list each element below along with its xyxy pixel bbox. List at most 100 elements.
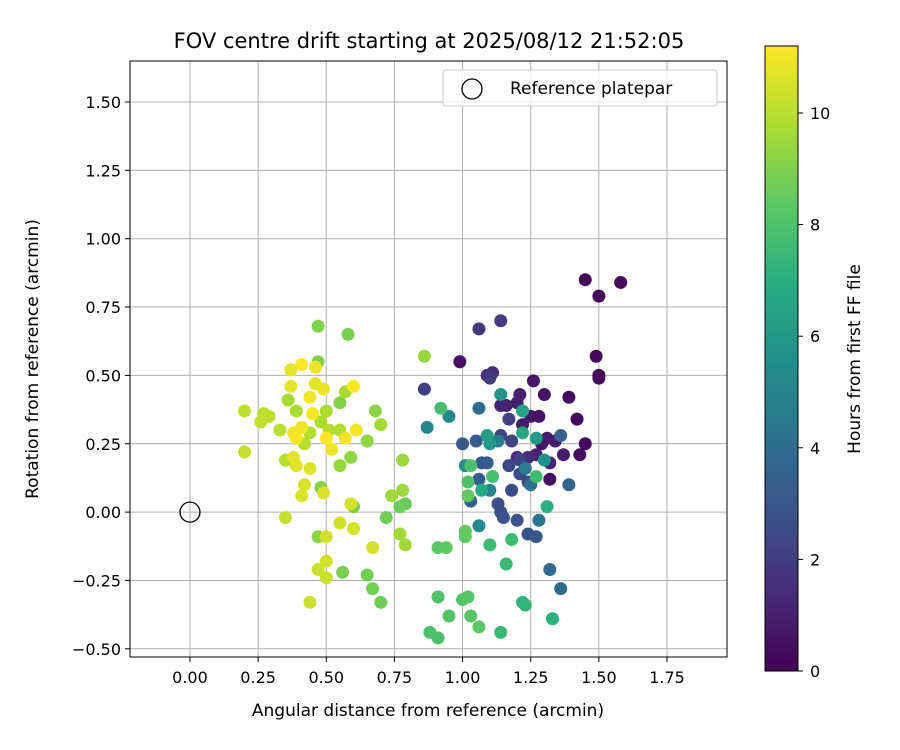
data-point xyxy=(494,625,508,639)
data-point xyxy=(442,409,456,423)
data-point xyxy=(592,371,606,385)
data-point xyxy=(529,470,543,484)
data-point xyxy=(319,554,333,568)
grid-lines xyxy=(130,61,727,657)
y-tick-label: −0.50 xyxy=(72,640,121,659)
colorbar-tick-label: 10 xyxy=(810,104,830,123)
data-point xyxy=(366,582,380,596)
data-point xyxy=(341,327,355,341)
data-point xyxy=(502,412,516,426)
data-point xyxy=(423,625,437,639)
y-axis-ticks: −0.50 −0.25 0.00 0.25 0.50 0.75 1.00 1.25 1.50 xyxy=(72,93,130,659)
data-point xyxy=(505,434,519,448)
data-point xyxy=(374,418,388,432)
reference-platepar-marker xyxy=(179,501,201,523)
data-point xyxy=(614,275,628,289)
data-point xyxy=(237,445,251,459)
x-tick-label: 1.50 xyxy=(581,668,617,687)
data-point xyxy=(556,448,570,462)
data-point xyxy=(461,489,475,503)
data-point xyxy=(562,390,576,404)
x-tick-label: 0.25 xyxy=(240,668,276,687)
legend-box xyxy=(442,69,718,107)
data-point xyxy=(347,522,361,536)
data-point xyxy=(273,423,287,437)
data-point xyxy=(543,472,557,486)
data-point xyxy=(417,349,431,363)
data-point xyxy=(537,453,551,467)
data-point xyxy=(297,478,311,492)
data-point xyxy=(306,407,320,421)
x-tick-label: 1.75 xyxy=(649,668,685,687)
data-point xyxy=(284,363,298,377)
data-point xyxy=(336,565,350,579)
data-point xyxy=(592,289,606,303)
data-point xyxy=(295,489,309,503)
data-point xyxy=(472,322,486,336)
data-point xyxy=(319,431,333,445)
data-point xyxy=(360,434,374,448)
colorbar-tick-label: 0 xyxy=(810,662,820,681)
data-point xyxy=(453,355,467,369)
data-point xyxy=(458,524,472,538)
y-tick-label: 0.25 xyxy=(85,435,121,454)
legend-marker-open-circle xyxy=(461,78,483,100)
data-point xyxy=(396,483,410,497)
data-point xyxy=(344,450,358,464)
legend: Reference platepar xyxy=(442,69,718,107)
colorbar-label: Hours from first FF file xyxy=(845,264,865,454)
data-point xyxy=(325,442,339,456)
data-point xyxy=(554,429,568,443)
data-point xyxy=(494,314,508,328)
y-axis-label: Rotation from reference (arcmin) xyxy=(23,219,43,499)
data-point xyxy=(483,538,497,552)
data-point xyxy=(319,571,333,585)
data-point xyxy=(254,415,268,429)
data-point xyxy=(496,511,510,525)
data-point xyxy=(472,401,486,415)
data-point xyxy=(494,388,508,402)
y-tick-label: 1.00 xyxy=(85,230,121,249)
data-point xyxy=(431,590,445,604)
data-point xyxy=(472,472,486,486)
data-point xyxy=(393,527,407,541)
y-tick-label: 1.25 xyxy=(85,161,121,180)
data-point xyxy=(287,450,301,464)
data-point xyxy=(333,516,347,530)
data-point xyxy=(284,379,298,393)
colorbar-gradient xyxy=(764,45,799,672)
data-point xyxy=(516,404,530,418)
data-point xyxy=(349,423,363,437)
data-point xyxy=(516,595,530,609)
data-point xyxy=(578,437,592,451)
data-point xyxy=(570,412,584,426)
data-point xyxy=(532,513,546,527)
data-point xyxy=(540,500,554,514)
x-axis-ticks: 0.00 0.25 0.50 0.75 1.00 1.25 1.50 1.75 xyxy=(172,657,685,687)
data-point xyxy=(513,388,527,402)
data-point xyxy=(289,431,303,445)
data-point xyxy=(472,620,486,634)
data-point xyxy=(518,461,532,475)
data-point xyxy=(311,563,325,577)
data-point xyxy=(464,459,478,473)
data-point xyxy=(308,360,322,374)
y-tick-label: 0.75 xyxy=(85,298,121,317)
data-point xyxy=(319,530,333,544)
data-point xyxy=(442,609,456,623)
data-point xyxy=(366,541,380,555)
data-point xyxy=(311,319,325,333)
data-point xyxy=(494,398,508,412)
data-point xyxy=(278,511,292,525)
colorbar-tick-label: 2 xyxy=(810,550,820,569)
data-point xyxy=(396,453,410,467)
data-point xyxy=(502,459,516,473)
data-point xyxy=(281,393,295,407)
data-point xyxy=(554,582,568,596)
data-point xyxy=(347,379,361,393)
data-point xyxy=(439,541,453,555)
data-point xyxy=(546,612,560,626)
colorbar-tick-label: 8 xyxy=(810,216,820,235)
plot-frame xyxy=(129,60,728,658)
data-point xyxy=(360,568,374,582)
